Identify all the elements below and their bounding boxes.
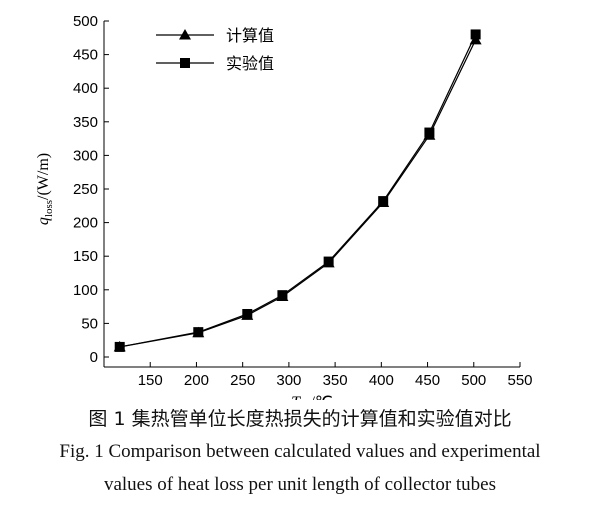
- legend-marker: [180, 58, 190, 68]
- y-tick-label: 0: [90, 349, 98, 366]
- y-tick-label: 350: [73, 114, 98, 131]
- data-point: [114, 341, 125, 352]
- x-tick-label: 400: [369, 372, 394, 389]
- legend-label: 实验值: [226, 54, 274, 73]
- x-tick-label: 150: [138, 372, 163, 389]
- y-axis-label: qloss/(W/m): [35, 153, 55, 225]
- data-point: [470, 29, 481, 40]
- x-tick-label: 200: [184, 372, 209, 389]
- legend-marker: [179, 29, 191, 40]
- x-tick-label: 350: [323, 372, 348, 389]
- axes: 0 50 100 150 200 250 300 350 400 450 500 150 200 250 3…: [35, 13, 533, 400]
- series-1: [113, 33, 482, 352]
- x-axis-label: Tav/℃: [291, 394, 333, 400]
- data-point: [242, 308, 253, 319]
- data-point: [378, 196, 389, 207]
- x-tick-label: 500: [461, 372, 486, 389]
- x-tick-label: 550: [507, 372, 532, 389]
- series-layer: [113, 29, 482, 352]
- chart: 0 50 100 150 200 250 300 350 400 450 500 150 200 250 3…: [35, 13, 533, 400]
- figure-caption-chinese: 图 1 集热管单位长度热损失的计算值和实验值对比: [88, 408, 512, 430]
- series-line: [119, 34, 477, 348]
- x-tick-label: 250: [230, 372, 255, 389]
- legend-label: 计算值: [226, 26, 274, 45]
- y-tick-label: 100: [73, 282, 98, 299]
- y-tick-label: 50: [81, 315, 98, 332]
- figure-caption-english-line1: Fig. 1 Comparison between calculated val…: [59, 441, 541, 462]
- data-point: [193, 327, 204, 338]
- y-tick-label: 250: [73, 181, 98, 198]
- data-point: [277, 290, 288, 301]
- y-tick-label: 150: [73, 248, 98, 265]
- figure-caption-english-line2: values of heat loss per unit length of c…: [103, 474, 497, 495]
- series-2: [114, 29, 481, 352]
- y-tick-label: 450: [73, 47, 98, 64]
- data-point: [323, 256, 334, 267]
- x-tick-label: 300: [276, 372, 301, 389]
- data-point: [424, 127, 435, 138]
- x-tick-label: 450: [415, 372, 440, 389]
- y-tick-label: 400: [73, 80, 98, 97]
- y-tick-label: 500: [73, 13, 98, 30]
- series-line: [119, 39, 477, 348]
- y-tick-label: 300: [73, 147, 98, 164]
- y-tick-label: 200: [73, 215, 98, 232]
